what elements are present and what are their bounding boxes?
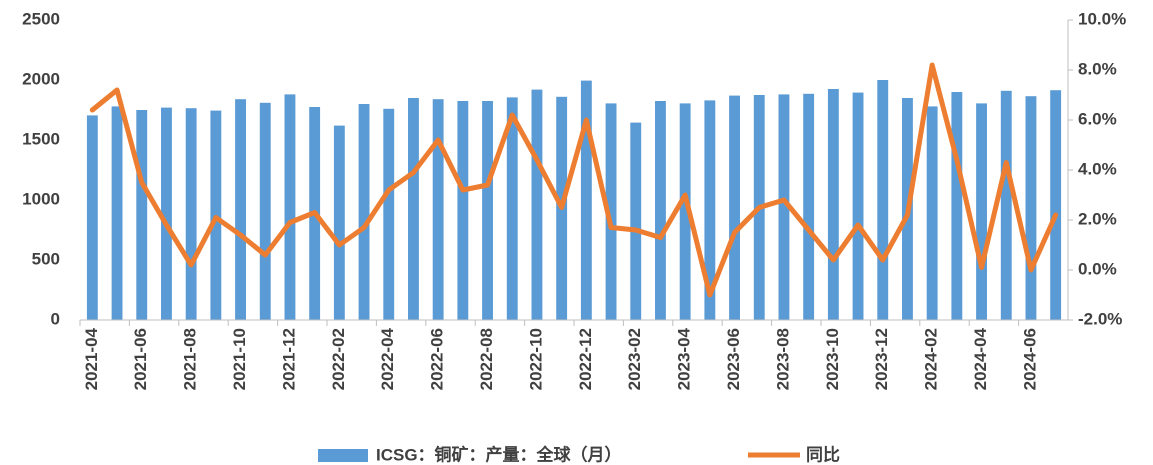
x-tick-label: 2023-10 bbox=[823, 328, 842, 390]
x-tick-label: 2023-04 bbox=[675, 327, 694, 390]
bar bbox=[235, 99, 246, 320]
y2-tick-label: 4.0% bbox=[1078, 159, 1117, 178]
legend-label: 同比 bbox=[806, 444, 840, 464]
bar bbox=[852, 92, 864, 320]
x-tick-label: 2023-02 bbox=[625, 328, 644, 390]
y-tick-label: 500 bbox=[32, 249, 60, 268]
bar bbox=[136, 110, 148, 320]
y2-tick-label: 6.0% bbox=[1078, 109, 1117, 128]
y2-tick-label: 2.0% bbox=[1078, 209, 1117, 228]
bar bbox=[704, 100, 716, 321]
legend-label: ICSG：铜矿：产量：全球（月） bbox=[376, 444, 622, 464]
x-tick-label: 2024-06 bbox=[1020, 328, 1039, 390]
bar bbox=[383, 108, 395, 320]
bar bbox=[605, 103, 617, 321]
bar bbox=[1000, 90, 1012, 320]
bar bbox=[358, 104, 370, 320]
bar bbox=[976, 103, 987, 321]
x-tick-label: 2023-08 bbox=[773, 328, 792, 390]
bar bbox=[531, 89, 543, 320]
bar bbox=[778, 94, 790, 321]
line bbox=[89, 62, 1059, 298]
bar bbox=[877, 80, 889, 320]
y2-tick-label: -2.0% bbox=[1078, 309, 1122, 328]
y-tick-label: 0 bbox=[51, 309, 60, 328]
x-tick-label: 2024-04 bbox=[971, 327, 990, 390]
bar bbox=[457, 101, 469, 320]
legend-swatch bbox=[318, 449, 368, 462]
y-tick-label: 2000 bbox=[22, 69, 60, 88]
y-tick-label: 1000 bbox=[22, 189, 60, 208]
x-tick-label: 2023-12 bbox=[872, 328, 891, 390]
y-tick-label: 1500 bbox=[22, 129, 60, 148]
bar bbox=[161, 107, 172, 320]
x-tick-label: 2023-06 bbox=[724, 328, 743, 390]
y-tick-label: 2500 bbox=[22, 9, 60, 28]
x-tick-label: 2024-02 bbox=[922, 328, 941, 390]
bar bbox=[284, 94, 296, 321]
x-tick-label: 2022-08 bbox=[477, 328, 496, 390]
bar bbox=[482, 101, 493, 320]
bar bbox=[803, 93, 815, 320]
x-tick-label: 2022-06 bbox=[428, 328, 447, 390]
bar bbox=[679, 103, 691, 321]
bar bbox=[86, 115, 98, 321]
bar bbox=[655, 101, 666, 320]
bar bbox=[827, 89, 839, 320]
x-tick-label: 2022-02 bbox=[329, 328, 348, 390]
bar bbox=[432, 99, 444, 320]
y2-tick-label: 0.0% bbox=[1078, 259, 1117, 278]
bar bbox=[259, 102, 271, 320]
x-tick-label: 2022-12 bbox=[576, 328, 595, 390]
x-tick-label: 2021-12 bbox=[279, 328, 298, 390]
x-tick-label: 2021-04 bbox=[82, 327, 101, 390]
y2-tick-label: 10.0% bbox=[1078, 9, 1126, 28]
bar bbox=[408, 98, 419, 320]
bar bbox=[506, 97, 518, 321]
y2-tick-label: 8.0% bbox=[1078, 59, 1117, 78]
bar bbox=[1050, 90, 1062, 320]
x-tick-label: 2021-10 bbox=[230, 328, 249, 390]
x-tick-label: 2021-08 bbox=[181, 328, 200, 390]
bar bbox=[951, 92, 963, 320]
bar bbox=[111, 106, 123, 321]
x-tick-label: 2021-06 bbox=[131, 328, 150, 390]
bar bbox=[1025, 96, 1037, 320]
x-tick-label: 2022-10 bbox=[526, 328, 545, 390]
bar bbox=[729, 95, 740, 320]
bar bbox=[580, 80, 592, 320]
bar bbox=[926, 106, 938, 321]
bar bbox=[630, 122, 642, 320]
x-tick-label: 2022-04 bbox=[378, 327, 397, 390]
bar bbox=[185, 108, 197, 320]
bar bbox=[333, 125, 345, 320]
